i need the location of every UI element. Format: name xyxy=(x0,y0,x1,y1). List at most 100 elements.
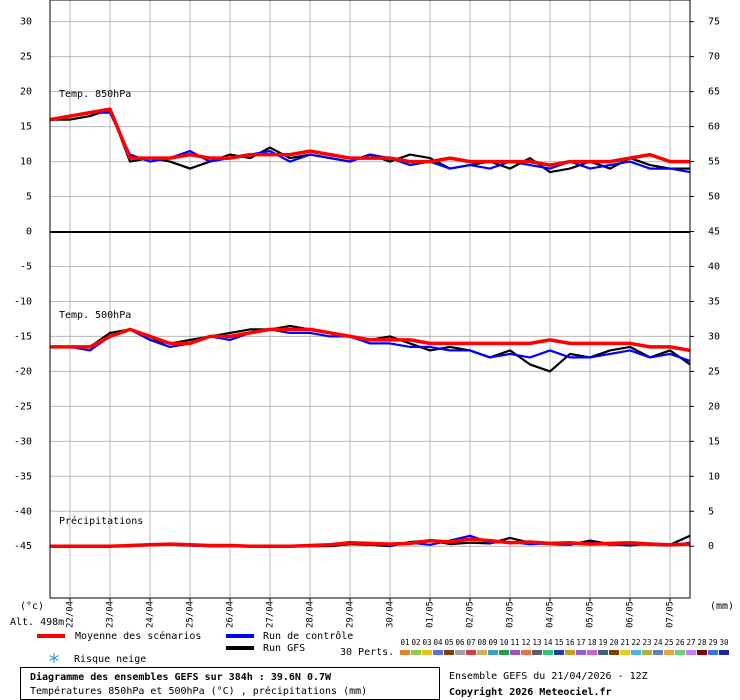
y-tick-label: 30 xyxy=(20,17,32,28)
x-tick-label: 06/05 xyxy=(626,601,636,628)
pert-swatch xyxy=(587,650,597,655)
snow-label: Risque neige xyxy=(74,654,146,665)
y2-tick-label: 70 xyxy=(708,52,720,63)
pert-label: 08 xyxy=(477,638,487,647)
pert-swatch xyxy=(697,650,707,655)
x-tick-label: 26/04 xyxy=(226,601,236,628)
x-tick-label: 25/04 xyxy=(186,601,196,628)
pert-label: 16 xyxy=(565,638,575,647)
pert-label: 23 xyxy=(642,638,651,647)
pert-label: 20 xyxy=(609,638,619,647)
pert-label: 28 xyxy=(697,638,707,647)
pert-label: 04 xyxy=(433,638,443,647)
y-tick-label: 15 xyxy=(20,122,32,133)
pert-label: 21 xyxy=(620,638,629,647)
x-tick-label: 05/05 xyxy=(586,601,596,628)
y2-tick-label: 5 xyxy=(708,506,714,517)
pert-label: 27 xyxy=(686,638,695,647)
y2-tick-label: 0 xyxy=(708,541,714,552)
series-line xyxy=(49,107,690,167)
series-line xyxy=(49,111,691,174)
series-line xyxy=(50,328,691,362)
panel-label: Temp. 500hPa xyxy=(59,310,131,321)
pert-label: 12 xyxy=(521,638,530,647)
pert-swatch xyxy=(455,650,465,655)
pert-label: 06 xyxy=(455,638,465,647)
pert-swatch xyxy=(477,650,487,655)
pert-label: 05 xyxy=(444,638,453,647)
pert-label: 01 xyxy=(400,638,409,647)
x-tick-label: 04/05 xyxy=(546,601,556,628)
panel-label: Précipitations xyxy=(59,515,143,527)
y-tick-label: 20 xyxy=(20,87,32,98)
pert-swatch xyxy=(521,650,531,655)
y-tick-label: 10 xyxy=(20,157,32,168)
pert-label: 19 xyxy=(598,638,607,647)
y-tick-label: 0 xyxy=(26,227,32,238)
panel-label: Temp. 850hPa xyxy=(59,89,131,100)
y2-tick-label: 45 xyxy=(708,227,720,238)
pert-label: 24 xyxy=(653,638,663,647)
pert-swatch xyxy=(510,650,520,655)
y2-tick-label: 60 xyxy=(708,122,720,133)
pert-swatch xyxy=(565,650,575,655)
pert-swatch xyxy=(686,650,696,655)
y2-tick-label: 65 xyxy=(708,87,720,98)
y-tick-label: -15 xyxy=(14,331,32,342)
chart-subtitle: Températures 850hPa et 500hPa (°C) , pré… xyxy=(30,685,367,697)
pert-label: 15 xyxy=(554,638,563,647)
y2-tick-label: 40 xyxy=(708,261,720,272)
y2-tick-label: 50 xyxy=(708,192,720,203)
y-unit: (°c) xyxy=(20,601,44,612)
pert-label: 17 xyxy=(576,638,585,647)
pert-label: 11 xyxy=(510,638,519,647)
y2-tick-label: 75 xyxy=(708,17,720,28)
pert-swatch xyxy=(719,650,729,655)
pert-swatch xyxy=(642,650,652,655)
x-tick-label: 07/05 xyxy=(666,601,676,628)
pert-swatch xyxy=(488,650,498,655)
pert-swatch xyxy=(466,650,476,655)
snow-icon xyxy=(49,653,59,663)
pert-label: 14 xyxy=(543,638,553,647)
pert-label: 07 xyxy=(466,638,475,647)
pert-swatch xyxy=(609,650,619,655)
plot-frame xyxy=(49,0,691,599)
legend-label: Moyenne des scénarios xyxy=(75,630,201,642)
run-label: Ensemble GEFS du 21/04/2026 - 12Z xyxy=(449,671,648,682)
pert-swatch xyxy=(708,650,718,655)
series-line xyxy=(50,537,691,548)
pert-swatch xyxy=(554,650,564,655)
x-tick-label: 29/04 xyxy=(346,601,356,628)
legend: Moyenne des scénarios Run de contrôleRun … xyxy=(37,630,729,655)
pert-swatch xyxy=(576,650,586,655)
x-tick-label: 30/04 xyxy=(386,601,396,628)
x-tick-label: 01/05 xyxy=(426,601,436,628)
y-tick-label: -5 xyxy=(20,261,32,272)
perts-label: 30 Perts. xyxy=(340,647,394,658)
x-tick-label: 22/04 xyxy=(66,601,76,628)
pert-swatch xyxy=(433,650,443,655)
legend-label: Run GFS xyxy=(263,643,305,654)
y2-unit: (mm) xyxy=(710,601,734,612)
pert-label: 02 xyxy=(411,638,420,647)
pert-label: 09 xyxy=(488,638,497,647)
pert-swatch xyxy=(411,650,421,655)
series-line xyxy=(50,327,691,353)
y2-tick-label: 20 xyxy=(708,401,720,412)
copyright: Copyright 2026 Meteociel.fr xyxy=(449,686,612,698)
legend-label: Run de contrôle xyxy=(263,630,353,642)
pert-label: 30 xyxy=(719,638,729,647)
y2-tick-label: 15 xyxy=(708,436,720,447)
y-tick-label: -40 xyxy=(14,506,32,517)
x-tick-label: 24/04 xyxy=(146,601,156,628)
pert-swatch xyxy=(400,650,410,655)
y2-tick-label: 35 xyxy=(708,296,720,307)
pert-label: 26 xyxy=(675,638,685,647)
pert-swatch xyxy=(422,650,432,655)
x-tick-label: 23/04 xyxy=(106,601,116,628)
chart-title: Diagramme des ensembles GEFS sur 384h : … xyxy=(30,671,332,683)
pert-swatch xyxy=(499,650,509,655)
grid-layer: 302520151050-5-10-15-20-25-30-35-40-4575… xyxy=(14,0,720,628)
